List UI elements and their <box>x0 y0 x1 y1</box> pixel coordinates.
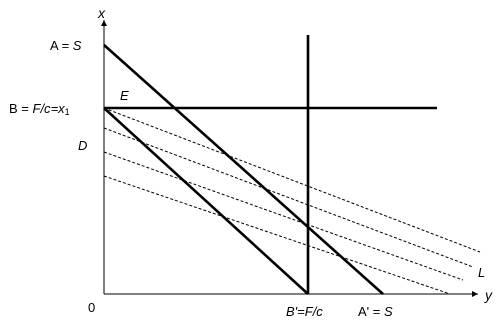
label-Bprime-var: F/c <box>305 304 324 319</box>
x-axis-label: x <box>97 5 106 21</box>
dashed-iso-line-1 <box>103 107 481 253</box>
line-A-Aprime <box>103 44 384 295</box>
label-E: E <box>120 88 129 103</box>
label-Bprime-prefix: B'= <box>286 304 305 319</box>
label-B-eq: =x <box>51 101 66 116</box>
dashed-iso-line-4 <box>103 175 451 295</box>
label-A-var: S <box>73 38 82 53</box>
label-B-sub: 1 <box>65 107 70 117</box>
label-B-var: F/c <box>33 101 52 116</box>
label-A-prefix: A = <box>50 38 73 53</box>
label-B: B = F/c=x1 <box>9 101 70 117</box>
label-A: A = S <box>50 38 82 53</box>
label-Aprime-var: S <box>384 304 393 319</box>
label-B-prefix: B = <box>9 101 33 116</box>
origin-label: 0 <box>88 300 95 315</box>
label-Aprime: A' = S <box>358 304 393 319</box>
label-L: L <box>478 265 485 280</box>
y-axis-label: y <box>484 287 493 303</box>
label-Aprime-prefix: A' = <box>358 304 384 319</box>
label-Bprime: B'=F/c <box>286 304 323 319</box>
dashed-iso-line-2 <box>103 127 474 268</box>
label-D: D <box>78 138 87 153</box>
dashed-iso-line-3 <box>103 151 464 281</box>
line-B-Bprime <box>103 107 309 295</box>
